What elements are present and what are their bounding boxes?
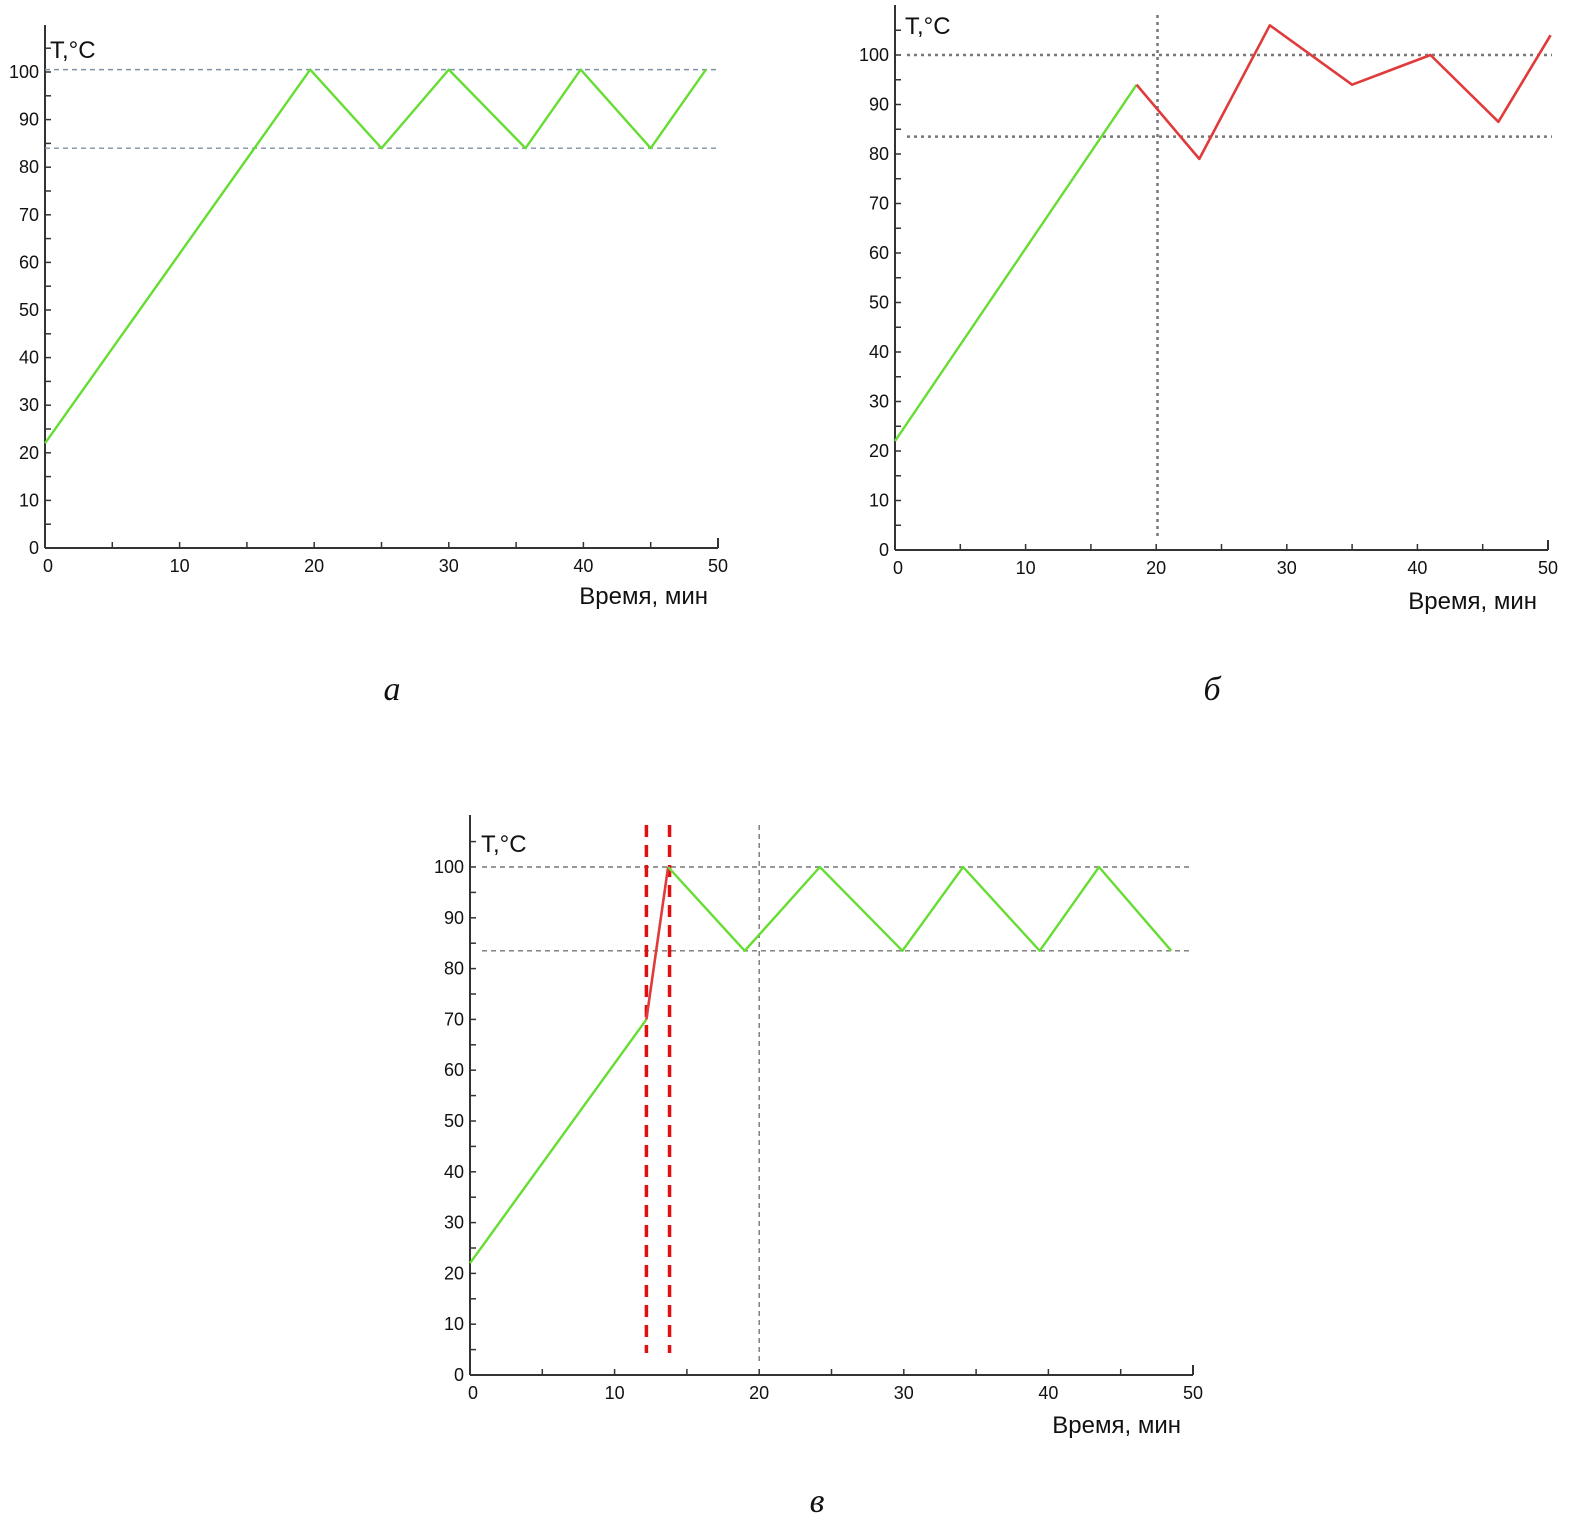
x-tick-label: 30	[1277, 558, 1297, 578]
y-tick-label: 0	[879, 540, 889, 560]
y-tick-label: 90	[444, 908, 464, 928]
y-tick-label: 70	[19, 205, 39, 225]
y-tick-label: 20	[444, 1263, 464, 1283]
x-tick-label: 0	[468, 1383, 478, 1403]
x-axis-label: Время, мин	[1052, 1412, 1181, 1439]
y-axis-label: T,°C	[905, 13, 951, 40]
y-tick-label: 50	[444, 1111, 464, 1131]
chart-б: 0 10 20 30 40 50 60 70 80 90 100 0 10 20 30 40 50 T,°C Вре…	[859, 5, 1558, 708]
series-line-heating	[894, 84, 1138, 442]
x-tick-label: 40	[1407, 558, 1427, 578]
y-tick-label: 50	[19, 300, 39, 320]
x-tick-label: 20	[1146, 558, 1166, 578]
y-tick-label: 10	[869, 491, 889, 511]
x-axis-label: Время, мин	[1408, 588, 1537, 615]
x-tick-label: 10	[170, 556, 190, 576]
x-tick-label: 50	[1183, 1383, 1203, 1403]
y-tick-label: 90	[869, 95, 889, 115]
y-tick-label: 100	[9, 62, 39, 82]
y-tick-label: 60	[19, 252, 39, 272]
y-tick-label: 20	[869, 441, 889, 461]
series-line-heating	[469, 1018, 648, 1264]
x-tick-label: 0	[893, 558, 903, 578]
y-tick-label: 10	[19, 490, 39, 510]
panel-caption: а	[384, 671, 401, 708]
chart-в: 0 10 20 30 40 50 60 70 80 90 100 0 10 20 30 40 50 T,°C Вре…	[434, 815, 1203, 1520]
y-tick-label: 50	[869, 293, 889, 313]
series-line-fault	[645, 866, 670, 1020]
x-axis-label: Время, мин	[579, 583, 708, 610]
y-tick-label: 30	[19, 395, 39, 415]
series-line-heating	[667, 865, 1173, 952]
panel-caption: в	[810, 1483, 825, 1520]
y-tick-label: 70	[444, 1009, 464, 1029]
y-tick-label: 70	[869, 194, 889, 214]
y-tick-label: 0	[454, 1365, 464, 1385]
x-tick-label: 20	[749, 1383, 769, 1403]
x-tick-label: 50	[708, 556, 728, 576]
y-axis-label: T,°C	[50, 37, 96, 64]
y-tick-label: 90	[19, 110, 39, 130]
x-tick-label: 30	[894, 1383, 914, 1403]
chart-а: 0 10 20 30 40 50 60 70 80 90 100 0 10 20 30 40 50 T,°C Вре…	[9, 25, 728, 708]
x-tick-label: 50	[1538, 558, 1558, 578]
x-tick-label: 30	[439, 556, 459, 576]
x-tick-label: 10	[605, 1383, 625, 1403]
series-line-fault	[1135, 23, 1552, 161]
y-tick-label: 20	[19, 443, 39, 463]
y-tick-label: 80	[869, 144, 889, 164]
y-tick-label: 100	[859, 45, 889, 65]
y-tick-label: 40	[444, 1162, 464, 1182]
y-tick-label: 60	[444, 1060, 464, 1080]
x-tick-label: 40	[573, 556, 593, 576]
y-tick-label: 80	[444, 959, 464, 979]
x-tick-label: 20	[304, 556, 324, 576]
y-tick-label: 100	[434, 857, 464, 877]
y-tick-label: 30	[869, 392, 889, 412]
y-tick-label: 40	[869, 342, 889, 362]
panel-caption: б	[1203, 671, 1222, 708]
x-tick-label: 0	[43, 556, 53, 576]
y-tick-label: 60	[869, 243, 889, 263]
series-line-heating	[44, 68, 707, 444]
x-tick-label: 40	[1038, 1383, 1058, 1403]
y-tick-label: 80	[19, 157, 39, 177]
y-tick-label: 10	[444, 1314, 464, 1334]
x-tick-label: 10	[1016, 558, 1036, 578]
y-tick-label: 0	[29, 538, 39, 558]
y-tick-label: 30	[444, 1213, 464, 1233]
y-axis-label: T,°C	[481, 831, 527, 858]
y-tick-label: 40	[19, 348, 39, 368]
